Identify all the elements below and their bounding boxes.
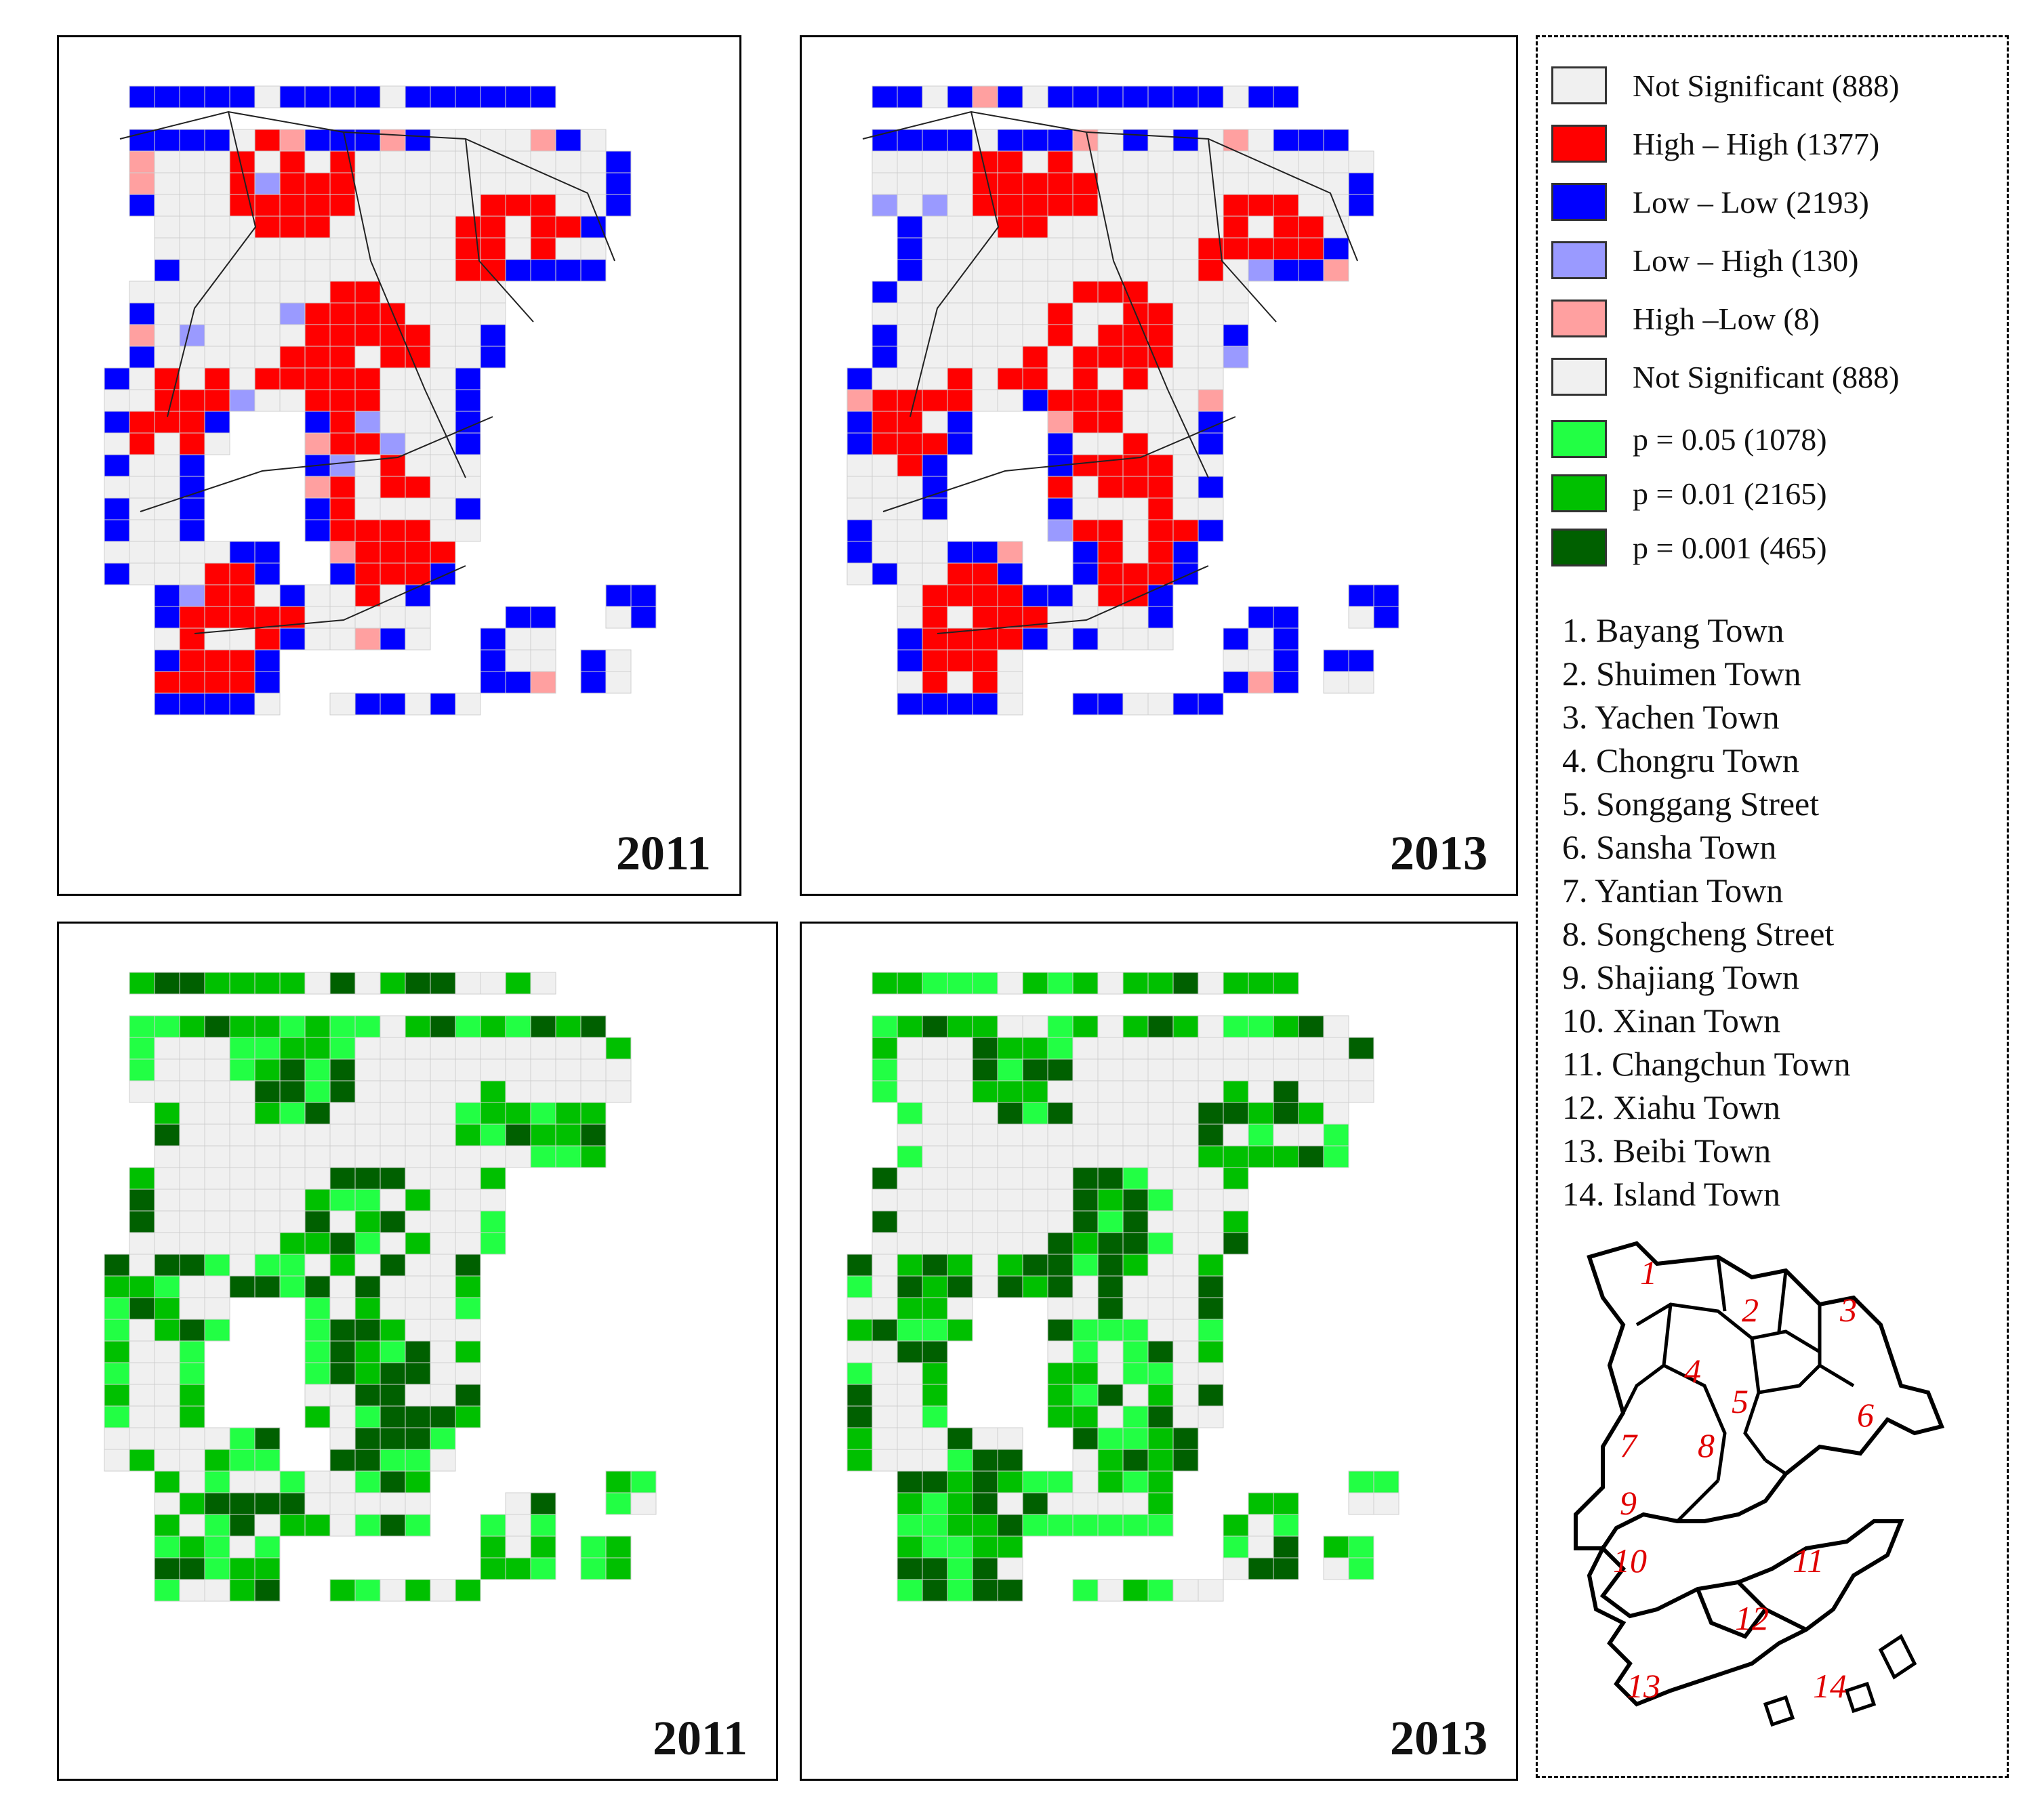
swatch bbox=[1551, 300, 1607, 337]
map-number: 3 bbox=[1839, 1291, 1857, 1329]
swatch bbox=[1551, 125, 1607, 163]
town-label: 10. Xinan Town bbox=[1562, 1002, 1780, 1039]
year-label: 2013 bbox=[1390, 1711, 1488, 1765]
map-number: 12 bbox=[1735, 1599, 1769, 1637]
map-number: 14 bbox=[1813, 1667, 1847, 1705]
town-number-labels: 1 2 3 4 5 6 7 8 9 10 11 12 13 14 bbox=[1613, 1254, 1874, 1705]
town-label: 6. Sansha Town bbox=[1562, 828, 1777, 866]
legend-item: p = 0.01 (2165) bbox=[1551, 472, 1827, 514]
significance-map-2013 bbox=[846, 972, 1399, 1602]
island-outline bbox=[1763, 1634, 1917, 1727]
southern-outline bbox=[1587, 1519, 1904, 1707]
town-outline-map: 1 2 3 4 5 6 7 8 9 10 11 12 13 14 bbox=[1574, 1241, 1945, 1727]
legend-item: Not Significant (888) bbox=[1551, 64, 1900, 106]
town-label: 9. Shajiang Town bbox=[1562, 958, 1799, 996]
year-label: 2011 bbox=[615, 826, 711, 880]
map-panel-lisa-2011: 2011 bbox=[57, 35, 741, 896]
swatch bbox=[1551, 358, 1607, 396]
map-panel-sig-2013: 2013 bbox=[800, 922, 1518, 1781]
town-label: 13. Beibi Town bbox=[1562, 1132, 1772, 1170]
legend-item: High –Low (8) bbox=[1551, 297, 1820, 339]
map-number: 10 bbox=[1613, 1542, 1647, 1580]
map-number: 4 bbox=[1684, 1352, 1701, 1390]
legend-item: Low – Low (2193) bbox=[1551, 181, 1869, 223]
map-number: 8 bbox=[1698, 1426, 1715, 1464]
map-panel-sig-2011: 2011 bbox=[57, 922, 778, 1781]
town-label: 12. Xiahu Town bbox=[1562, 1088, 1780, 1126]
legend-label: Low – High (130) bbox=[1633, 243, 1859, 278]
lisa-map-2013 bbox=[846, 85, 1399, 716]
swatch bbox=[1551, 183, 1607, 221]
town-label: 8. Songcheng Street bbox=[1562, 915, 1835, 953]
year-label: 2013 bbox=[1390, 826, 1488, 880]
swatch bbox=[1551, 420, 1607, 458]
town-label: 7. Yantian Town bbox=[1562, 871, 1784, 909]
significance-map-2011 bbox=[104, 972, 657, 1602]
town-label: 5. Songgang Street bbox=[1562, 785, 1820, 823]
legend-item: Low – High (130) bbox=[1551, 239, 1858, 281]
map-number: 9 bbox=[1620, 1484, 1637, 1522]
swatch bbox=[1551, 66, 1607, 104]
swatch bbox=[1551, 474, 1607, 512]
map-number: 13 bbox=[1627, 1667, 1660, 1705]
legend-label: p = 0.05 (1078) bbox=[1633, 421, 1827, 457]
map-number: 5 bbox=[1732, 1382, 1749, 1420]
map-number: 7 bbox=[1620, 1426, 1638, 1464]
map-number: 1 bbox=[1640, 1254, 1657, 1292]
legend-label: High – High (1377) bbox=[1633, 126, 1880, 161]
town-label: 2. Shuimen Town bbox=[1562, 655, 1801, 693]
town-label: 14. Island Town bbox=[1562, 1175, 1780, 1213]
legend-label: p = 0.01 (2165) bbox=[1633, 476, 1827, 511]
legend-label: p = 0.001 (465) bbox=[1633, 530, 1827, 565]
map-panel-lisa-2013: 2013 bbox=[800, 35, 1518, 896]
town-boundaries bbox=[1621, 1256, 1855, 1523]
swatch bbox=[1551, 241, 1607, 279]
town-label: 1. Bayang Town bbox=[1562, 611, 1784, 649]
legend-item: Not Significant (888) bbox=[1551, 356, 1900, 398]
legend-item: High – High (1377) bbox=[1551, 123, 1879, 165]
lisa-map-2011 bbox=[104, 85, 657, 716]
map-number: 2 bbox=[1742, 1291, 1759, 1329]
map-number: 11 bbox=[1793, 1542, 1824, 1580]
legend-label: High –Low (8) bbox=[1633, 301, 1820, 336]
town-label: 11. Changchun Town bbox=[1562, 1045, 1851, 1083]
legend: Not Significant (888) High – High (1377)… bbox=[1536, 35, 2009, 1778]
map-number: 6 bbox=[1857, 1396, 1874, 1434]
legend-item: p = 0.001 (465) bbox=[1551, 527, 1827, 569]
legend-label: Not Significant (888) bbox=[1633, 359, 1900, 394]
year-label: 2011 bbox=[652, 1711, 748, 1765]
legend-label: Not Significant (888) bbox=[1633, 68, 1900, 103]
legend-label: Low – Low (2193) bbox=[1633, 184, 1869, 220]
town-label: 4. Chongru Town bbox=[1562, 741, 1799, 779]
legend-item: p = 0.05 (1078) bbox=[1551, 418, 1827, 460]
swatch bbox=[1551, 529, 1607, 566]
town-label: 3. Yachen Town bbox=[1562, 698, 1780, 736]
